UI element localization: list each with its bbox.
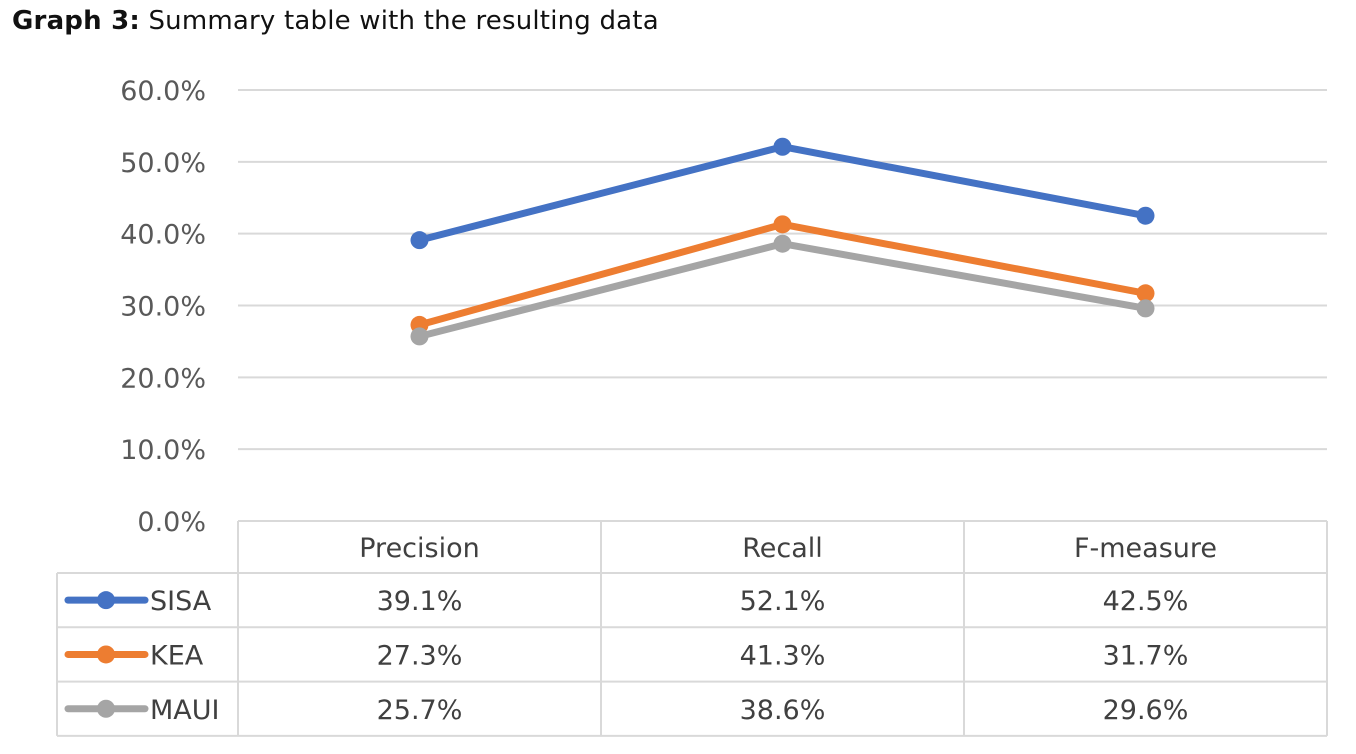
data-point-kea (773, 215, 792, 234)
data-label: 52.1% (740, 586, 826, 617)
legend-key-marker (97, 591, 115, 610)
legend-label: MAUI (150, 695, 220, 726)
legend-label: SISA (150, 586, 212, 617)
data-label: 39.1% (377, 586, 463, 617)
caption-label: Graph 3: (12, 6, 140, 36)
series-line-maui (416, 240, 1149, 340)
legend-label: KEA (150, 640, 204, 671)
chart-caption: Graph 3: Summary table with the resultin… (12, 6, 659, 36)
category-label: Recall (742, 533, 823, 564)
data-label: 25.7% (377, 695, 463, 726)
y-tick-label: 40.0% (120, 220, 206, 251)
y-tick-label: 20.0% (120, 363, 206, 394)
data-point-kea (1136, 284, 1155, 303)
caption-text: Summary table with the resulting data (148, 6, 659, 36)
data-point-maui (773, 234, 792, 253)
data-point-maui (1136, 299, 1155, 318)
y-tick-label: 10.0% (120, 435, 206, 466)
legend-key-marker (97, 645, 115, 664)
data-label: 38.6% (740, 695, 826, 726)
y-tick-label: 30.0% (120, 292, 206, 323)
data-label: 27.3% (377, 640, 463, 671)
data-label: 41.3% (740, 640, 826, 671)
data-point-sisa (773, 137, 792, 156)
category-label: Precision (359, 533, 479, 564)
data-label: 42.5% (1103, 586, 1189, 617)
data-point-sisa (1136, 206, 1155, 225)
data-label: 29.6% (1103, 695, 1189, 726)
y-tick-label: 60.0% (120, 76, 206, 107)
legend-key-marker (97, 699, 115, 718)
data-point-maui (410, 327, 429, 346)
data-point-sisa (410, 231, 429, 250)
category-label: F-measure (1074, 533, 1217, 564)
y-tick-label: 0.0% (137, 507, 206, 538)
data-label: 31.7% (1103, 640, 1189, 671)
y-tick-label: 50.0% (120, 148, 206, 179)
